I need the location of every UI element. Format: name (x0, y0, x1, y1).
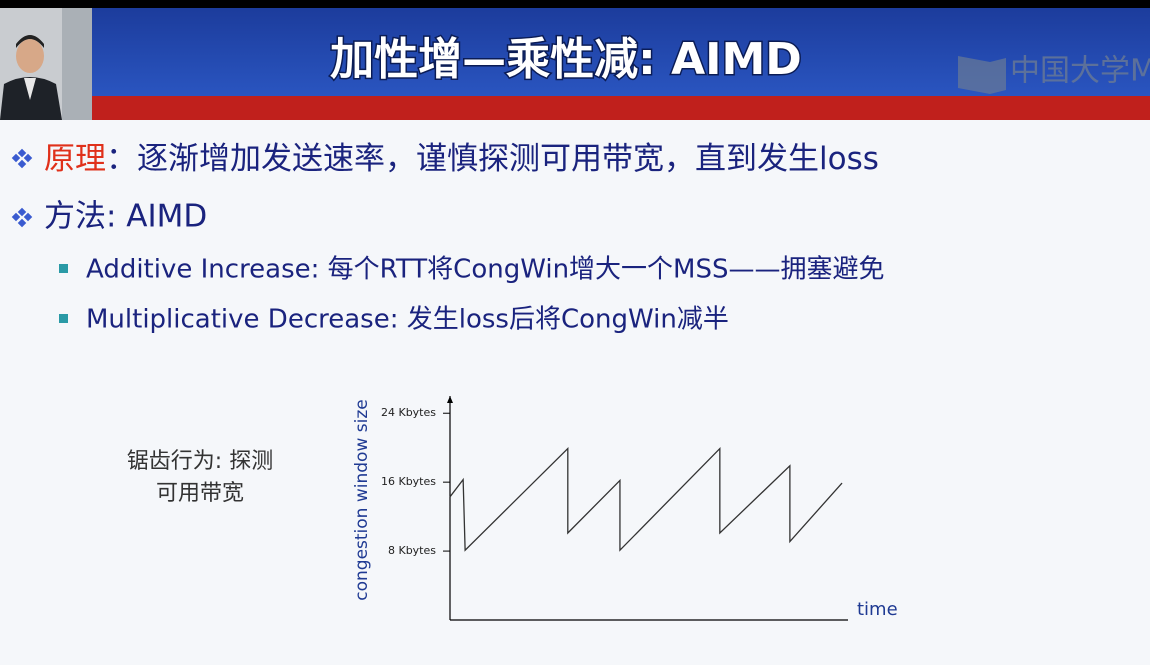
y-tick-label: 16 Kbytes (381, 475, 436, 488)
header-stripe (0, 96, 1150, 120)
bullet-text: 方法: AIMD (44, 199, 207, 235)
sub-bullet-icon (59, 314, 68, 323)
presenter-video (0, 8, 92, 120)
slide-title: 加性增—乘性减: AIMD (330, 34, 802, 85)
x-axis-label: time (857, 599, 898, 620)
y-tick-label: 8 Kbytes (388, 544, 436, 557)
note-text: 锯齿行为: 探测 (127, 449, 273, 474)
y-tick-label: 24 Kbytes (381, 406, 436, 419)
chart: congestion window size time 8 Kbytes 16 K… (352, 396, 898, 621)
y-axis-label: congestion window size (352, 399, 372, 600)
sub-bullet-icon (59, 264, 68, 273)
watermark-logo (958, 56, 1006, 94)
bullet-body: 逐渐增加发送速率，谨慎探测可用带宽，直到发生loss (137, 141, 879, 177)
top-strip (0, 0, 1150, 8)
slide-body (0, 120, 1150, 665)
sub-bullet-text: Additive Increase: 每个RTT将CongWin增大一个MSS—… (86, 255, 885, 285)
bullet-text: 原理：逐渐增加发送速率，谨慎探测可用带宽，直到发生loss (44, 141, 879, 177)
line-series (449, 446, 843, 552)
y-axis-arrow (447, 396, 453, 403)
note-text: 可用带宽 (156, 481, 244, 506)
watermark: 中国大学M (1010, 54, 1150, 89)
sub-bullet-text: Multiplicative Decrease: 发生loss后将CongWin… (86, 305, 729, 335)
bullet-label: 原理 (44, 141, 106, 177)
bullet-colon: ： (106, 141, 137, 177)
